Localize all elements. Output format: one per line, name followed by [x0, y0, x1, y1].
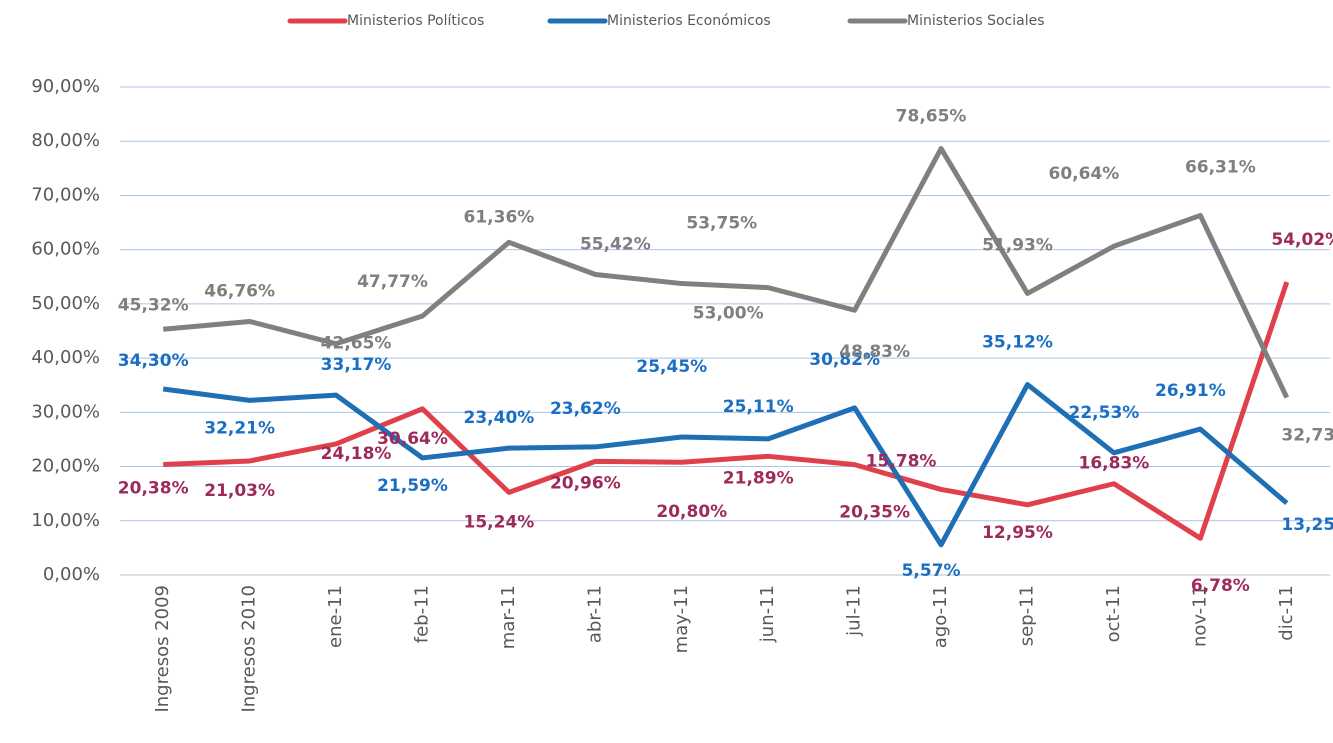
data-label: 20,96%	[550, 473, 621, 493]
y-tick-label: 80,00%	[31, 130, 100, 151]
series-line	[162, 146, 1290, 399]
data-label: 78,65%	[896, 107, 967, 127]
data-label: 23,40%	[464, 408, 535, 428]
y-tick-label: 50,00%	[31, 293, 100, 314]
data-label: 54,02%	[1271, 230, 1333, 250]
data-label: 25,11%	[723, 397, 794, 417]
x-tick-label: ago-11	[930, 585, 951, 648]
data-label: 16,83%	[1079, 454, 1150, 474]
data-label: 21,59%	[377, 476, 448, 496]
y-tick-label: 40,00%	[31, 347, 100, 368]
y-tick-label: 0,00%	[43, 564, 100, 585]
legend-label: Ministerios Sociales	[907, 13, 1045, 29]
data-label: 32,21%	[204, 418, 275, 438]
data-label: 42,65%	[321, 334, 392, 354]
x-tick-label: jul-11	[844, 585, 865, 637]
x-tick-label: abr-11	[584, 585, 605, 643]
x-tick-label: mar-11	[498, 585, 519, 649]
data-label: 30,82%	[809, 350, 880, 370]
data-label: 30,64%	[377, 429, 448, 449]
x-tick-label: sep-11	[1017, 585, 1038, 646]
data-label: 5,57%	[902, 561, 961, 581]
data-label: 35,12%	[982, 333, 1053, 353]
legend-label: Ministerios Económicos	[607, 13, 771, 29]
data-label: 15,78%	[866, 451, 937, 471]
y-tick-label: 10,00%	[31, 510, 100, 531]
data-label: 33,17%	[321, 355, 392, 375]
x-tick-label: jun-11	[757, 585, 778, 643]
data-label: 48,83%	[839, 342, 910, 362]
data-label: 34,30%	[118, 351, 189, 371]
x-tick-label: dic-11	[1276, 585, 1297, 641]
legend-label: Ministerios Políticos	[347, 13, 484, 29]
x-tick-label: Ingresos 2010	[239, 585, 260, 713]
data-label: 15,24%	[464, 512, 535, 532]
x-tick-label: may-11	[671, 585, 692, 653]
data-label: 12,95%	[982, 523, 1053, 543]
data-label: 51,93%	[982, 235, 1053, 255]
y-tick-label: 90,00%	[31, 76, 100, 97]
data-label: 20,38%	[118, 478, 189, 498]
x-tick-label: oct-11	[1103, 585, 1124, 642]
data-label: 20,80%	[656, 502, 727, 522]
data-label: 53,00%	[693, 304, 764, 324]
data-label: 20,35%	[839, 503, 910, 523]
data-label: 61,36%	[464, 207, 535, 227]
data-label: 21,03%	[204, 481, 275, 501]
y-tick-label: 20,00%	[31, 456, 100, 477]
data-label: 21,89%	[723, 468, 794, 488]
y-tick-label: 70,00%	[31, 184, 100, 205]
y-tick-label: 30,00%	[31, 401, 100, 422]
data-label: 22,53%	[1069, 403, 1140, 423]
data-label: 55,42%	[580, 235, 651, 255]
series-line	[162, 382, 1289, 548]
data-label: 45,32%	[118, 295, 189, 315]
y-tick-label: 60,00%	[31, 239, 100, 260]
x-tick-label: ene-11	[325, 585, 346, 648]
x-tick-label: Ingresos 2009	[152, 585, 173, 713]
x-tick-label: nov-11	[1189, 585, 1210, 647]
data-label: 26,91%	[1155, 381, 1226, 401]
data-label: 24,18%	[321, 444, 392, 464]
data-label: 32,73%	[1281, 426, 1333, 446]
data-label: 25,45%	[636, 357, 707, 377]
data-label: 6,78%	[1191, 576, 1250, 596]
data-label: 66,31%	[1185, 157, 1256, 177]
data-label: 13,25%	[1281, 515, 1333, 535]
data-label: 46,76%	[204, 281, 275, 301]
data-label: 23,62%	[550, 399, 621, 419]
data-label: 60,64%	[1049, 164, 1120, 184]
data-label: 47,77%	[357, 272, 428, 292]
series-line	[163, 281, 1290, 541]
x-tick-label: feb-11	[412, 585, 433, 643]
data-label: 53,75%	[686, 214, 757, 234]
